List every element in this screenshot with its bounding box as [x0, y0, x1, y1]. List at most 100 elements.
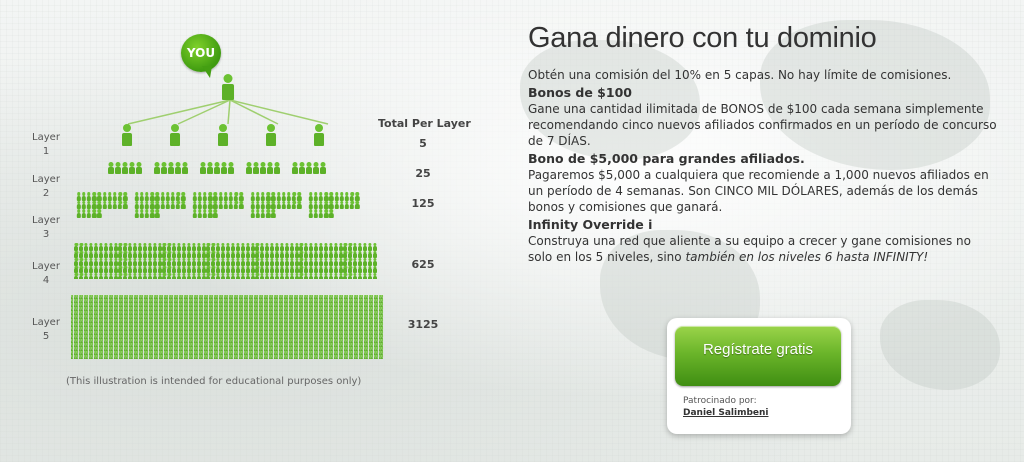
layer-4-label: Layer 4 — [32, 261, 60, 286]
figure-group — [121, 124, 133, 146]
person-icon — [252, 162, 259, 174]
person-icon — [372, 266, 377, 274]
person-icon — [155, 209, 160, 218]
figure-group — [74, 243, 381, 279]
section-heading-bonus-100: Bonos de $100 — [528, 85, 632, 100]
layer-5-label: Layer 5 — [32, 317, 60, 342]
figure-group — [245, 162, 280, 174]
you-label: YOU — [186, 46, 216, 60]
person-icon — [123, 201, 128, 210]
layer-2-label: Layer 2 — [32, 174, 60, 199]
person-icon — [372, 251, 377, 259]
layer-4-figures — [74, 243, 381, 279]
figure-group — [169, 124, 181, 146]
figure-group — [153, 162, 188, 174]
person-icon — [135, 162, 142, 174]
signup-card: Regístrate gratis Patrocinado por: Danie… — [667, 318, 851, 434]
person-icon — [312, 162, 319, 174]
figure-group — [192, 192, 244, 218]
register-free-button[interactable]: Regístrate gratis — [675, 326, 841, 386]
disclaimer-text: (This illustration is intended for educa… — [66, 376, 362, 387]
person-icon — [266, 162, 273, 174]
person-icon — [291, 162, 298, 174]
figure-group — [71, 295, 385, 359]
bubble-tail — [202, 66, 212, 78]
layer-4-count: 625 — [411, 258, 435, 271]
person-icon — [259, 162, 266, 174]
figure-group — [107, 162, 142, 174]
person-icon — [313, 124, 325, 146]
person-icon — [355, 201, 360, 210]
person-icon — [239, 201, 244, 210]
layer-1-count: 5 — [419, 137, 427, 150]
figure-group — [76, 192, 128, 218]
person-icon — [319, 162, 326, 174]
figure-group — [265, 124, 277, 146]
person-icon — [245, 162, 252, 174]
section-body-infinity: Construya una red que aliente a su equip… — [528, 233, 998, 265]
sponsor-name-link[interactable]: Daniel Salimbeni — [683, 408, 769, 418]
person-icon — [372, 243, 377, 251]
infinity-body-text: Construya una red que aliente a su equip… — [528, 234, 971, 264]
you-speech-bubble: YOU — [181, 34, 221, 72]
infinity-body-emphasis: también en los niveles 6 hasta INFINITY! — [685, 250, 929, 264]
person-icon — [181, 162, 188, 174]
person-icon — [121, 162, 128, 174]
person-icon — [372, 273, 377, 279]
section-body-bonus-5000: Pagaremos $5,000 a cualquiera que recomi… — [528, 168, 989, 214]
person-icon — [297, 201, 302, 210]
layer-2-count: 25 — [415, 167, 431, 180]
info-panel: Gana dinero con tu dominio Obtén una com… — [528, 22, 998, 265]
person-icon — [355, 192, 360, 201]
person-icon — [297, 192, 302, 201]
section-heading-bonus-5000: Bono de $5,000 para grandes afiliados. — [528, 151, 805, 166]
person-icon — [220, 162, 227, 174]
person-icon — [169, 124, 181, 146]
section-body-bonus-100: Gane una cantidad ilimitada de BONOS de … — [528, 102, 997, 148]
section-heading-infinity: Infinity Override i — [528, 217, 653, 232]
person-icon — [153, 162, 160, 174]
referral-pyramid-illustration: YOU Total Per Layer Layer 1 Layer 2 Laye… — [0, 0, 480, 462]
person-icon — [273, 162, 280, 174]
person-icon — [160, 162, 167, 174]
person-icon — [213, 209, 218, 218]
page-title: Gana dinero con tu dominio — [528, 22, 877, 54]
figure-group — [250, 192, 302, 218]
layer-2-figures — [107, 162, 326, 174]
total-per-layer-header: Total Per Layer — [378, 117, 471, 130]
figure-group — [134, 192, 186, 218]
figure-group — [291, 162, 326, 174]
figure-group — [199, 162, 234, 174]
person-icon — [121, 124, 133, 146]
layer-3-figures — [76, 192, 360, 218]
layer-3-label: Layer 3 — [32, 215, 60, 240]
person-icon — [217, 124, 229, 146]
person-icon — [199, 162, 206, 174]
person-icon — [271, 209, 276, 218]
figure-group — [313, 124, 325, 146]
connector-lines — [127, 99, 329, 125]
person-icon — [123, 192, 128, 201]
person-icon — [227, 162, 234, 174]
person-icon — [107, 162, 114, 174]
figure-group — [217, 124, 229, 146]
person-icon — [206, 162, 213, 174]
person-icon — [265, 124, 277, 146]
person-icon — [174, 162, 181, 174]
layer-1-label: Layer 1 — [32, 132, 60, 157]
you-figure — [221, 74, 235, 100]
person-icon — [181, 201, 186, 210]
map-continent-shape — [760, 20, 990, 170]
person-icon — [128, 162, 135, 174]
person-icon — [167, 162, 174, 174]
map-continent-shape — [520, 40, 700, 160]
sponsor-label: Patrocinado por: — [683, 396, 757, 406]
person-icon — [329, 209, 334, 218]
person-icon — [181, 192, 186, 201]
figure-group — [308, 192, 360, 218]
person-icon — [372, 258, 377, 266]
person-icon — [239, 192, 244, 201]
map-continent-shape — [880, 300, 1000, 390]
intro-text: Obtén una comisión del 10% en 5 capas. N… — [528, 68, 952, 82]
